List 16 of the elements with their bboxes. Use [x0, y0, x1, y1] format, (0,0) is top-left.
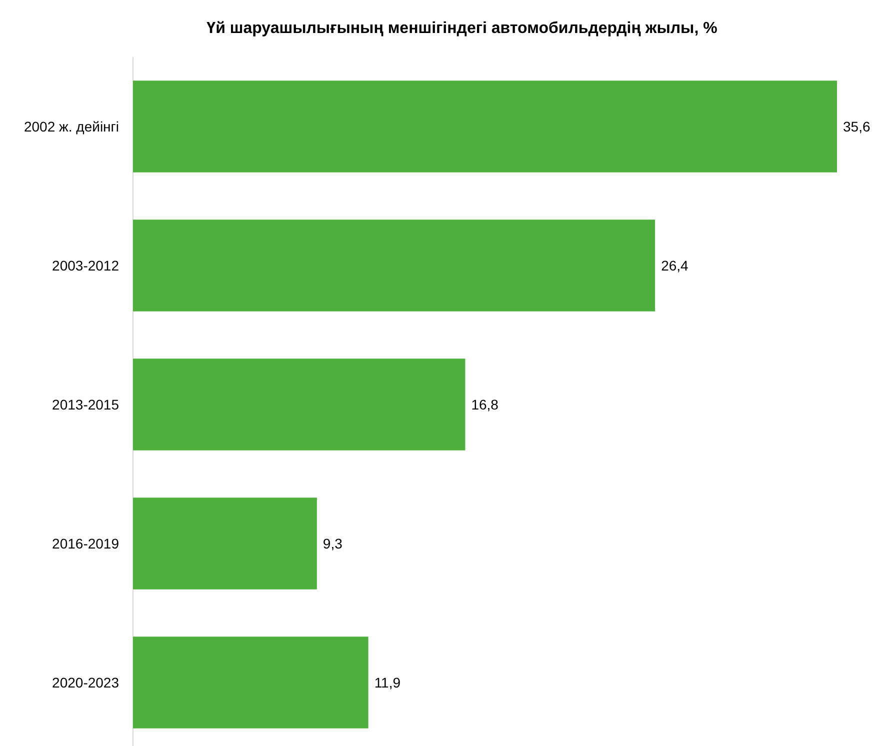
bar: [133, 80, 837, 172]
y-tick-label: 2020-2023: [52, 674, 120, 690]
data-label: 9,3: [322, 535, 343, 552]
data-label: 11,9: [374, 674, 401, 690]
data-label: 16,8: [471, 396, 499, 412]
bar: [133, 636, 368, 728]
data-label: 26,4: [661, 257, 689, 274]
bar: [133, 498, 317, 590]
y-tick-label: 2016-2019: [52, 535, 120, 552]
y-tick-label: 2002 ж. дейінгі: [24, 118, 119, 134]
y-tick-label: 2013-2015: [52, 396, 120, 412]
y-tick-label: 2003-2012: [52, 257, 120, 274]
bar: [133, 220, 656, 312]
bar: [133, 358, 466, 450]
data-label: 35,6: [843, 118, 870, 134]
chart-title: Үй шаруашылығының меншігіндегі автомобильдердің жылы, %: [206, 20, 718, 37]
